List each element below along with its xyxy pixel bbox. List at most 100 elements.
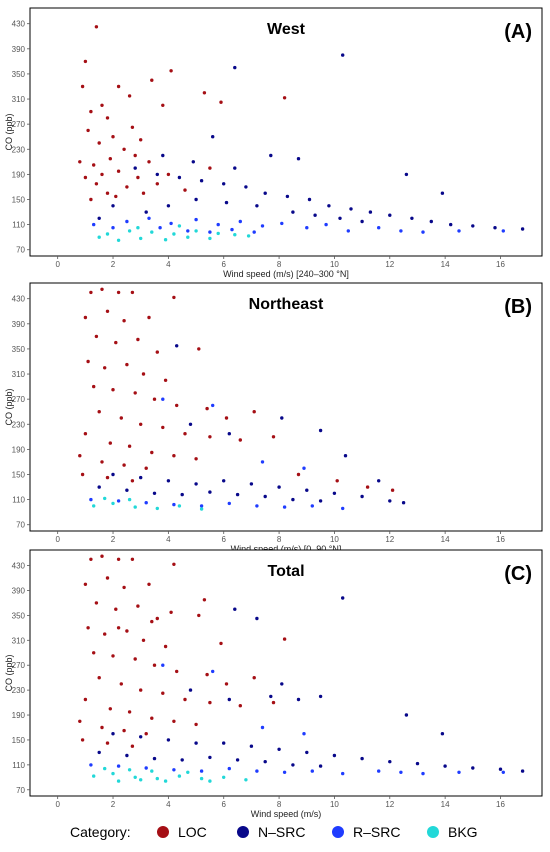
data-point [100,725,104,730]
data-point [78,454,82,458]
x-tick-label: 0 [55,260,60,269]
y-tick-label: 390 [12,320,26,329]
data-point [255,616,259,621]
data-point [150,769,154,773]
data-point [152,491,157,495]
legend-title: Category: [70,824,131,840]
data-point [501,770,505,774]
series-BKG [97,224,251,242]
data-point [457,229,461,233]
data-point [399,770,403,774]
data-point [116,499,121,503]
data-point [144,766,148,770]
data-point [377,226,381,230]
y-tick-label: 190 [12,445,26,454]
data-point [296,697,301,702]
data-point [175,403,179,408]
data-point [111,204,115,208]
data-point [136,175,140,180]
data-point [105,741,110,745]
data-point [199,769,204,773]
data-point [161,691,165,695]
data-point [429,219,433,224]
data-point [139,236,143,241]
data-point [94,601,99,605]
data-point [238,219,242,224]
y-tick-label: 70 [16,521,25,530]
data-point [122,585,126,590]
data-point [224,416,229,420]
y-tick-label: 230 [12,420,26,429]
data-point [125,219,129,224]
data-point [211,403,215,408]
data-point [305,226,309,230]
data-point [401,501,406,505]
x-tick-label: 0 [55,535,60,544]
data-point [111,226,115,230]
data-point [291,210,295,214]
data-point [282,637,287,641]
x-tick-label: 4 [166,800,171,809]
data-point [97,141,101,145]
panel-label: (B) [504,296,532,318]
data-point [152,397,157,401]
plot-frame [29,282,543,532]
data-point [100,172,104,177]
data-point [163,779,168,783]
data-point [172,232,176,236]
series-N–SRC [97,344,406,505]
data-point [92,222,96,227]
data-point [252,230,256,234]
data-point [80,84,85,89]
data-point [89,557,93,561]
data-point [291,763,295,767]
data-point [83,432,88,436]
data-point [188,422,193,426]
data-point [100,554,104,558]
data-point [208,230,212,234]
data-point [161,103,165,108]
data-point [116,557,121,561]
data-point [97,216,101,220]
data-point [440,732,445,736]
series-LOC [78,25,287,202]
x-tick-label: 10 [330,800,339,809]
data-point [161,153,165,158]
data-point [103,496,107,501]
data-point [208,755,212,760]
data-point [249,744,254,748]
data-point [89,497,93,502]
data-point [158,226,162,230]
data-point [147,216,151,220]
data-point [216,231,220,236]
x-tick-label: 8 [277,800,282,809]
data-point [130,479,135,483]
series-N–SRC [97,53,525,231]
data-point [302,466,306,470]
data-point [227,697,231,702]
data-point [122,728,126,733]
y-tick-label: 270 [12,661,26,670]
y-axis-label: CO (ppb) [4,113,14,150]
data-point [108,157,113,161]
legend-label: BKG [448,824,478,840]
data-point [377,479,381,483]
x-tick-label: 12 [385,800,394,809]
data-point [141,638,146,642]
data-point [388,760,392,764]
data-point [238,704,242,708]
data-point [341,506,345,511]
data-point [103,632,107,636]
data-point [305,750,309,755]
x-tick-label: 2 [111,535,116,544]
data-point [169,610,173,614]
legend-item: R–SRC [332,824,400,840]
data-point [343,454,348,458]
data-point [116,779,121,783]
x-tick-label: 4 [166,535,171,544]
data-point [224,682,229,686]
data-point [144,501,148,505]
data-point [233,65,237,70]
legend-marker [157,826,169,838]
